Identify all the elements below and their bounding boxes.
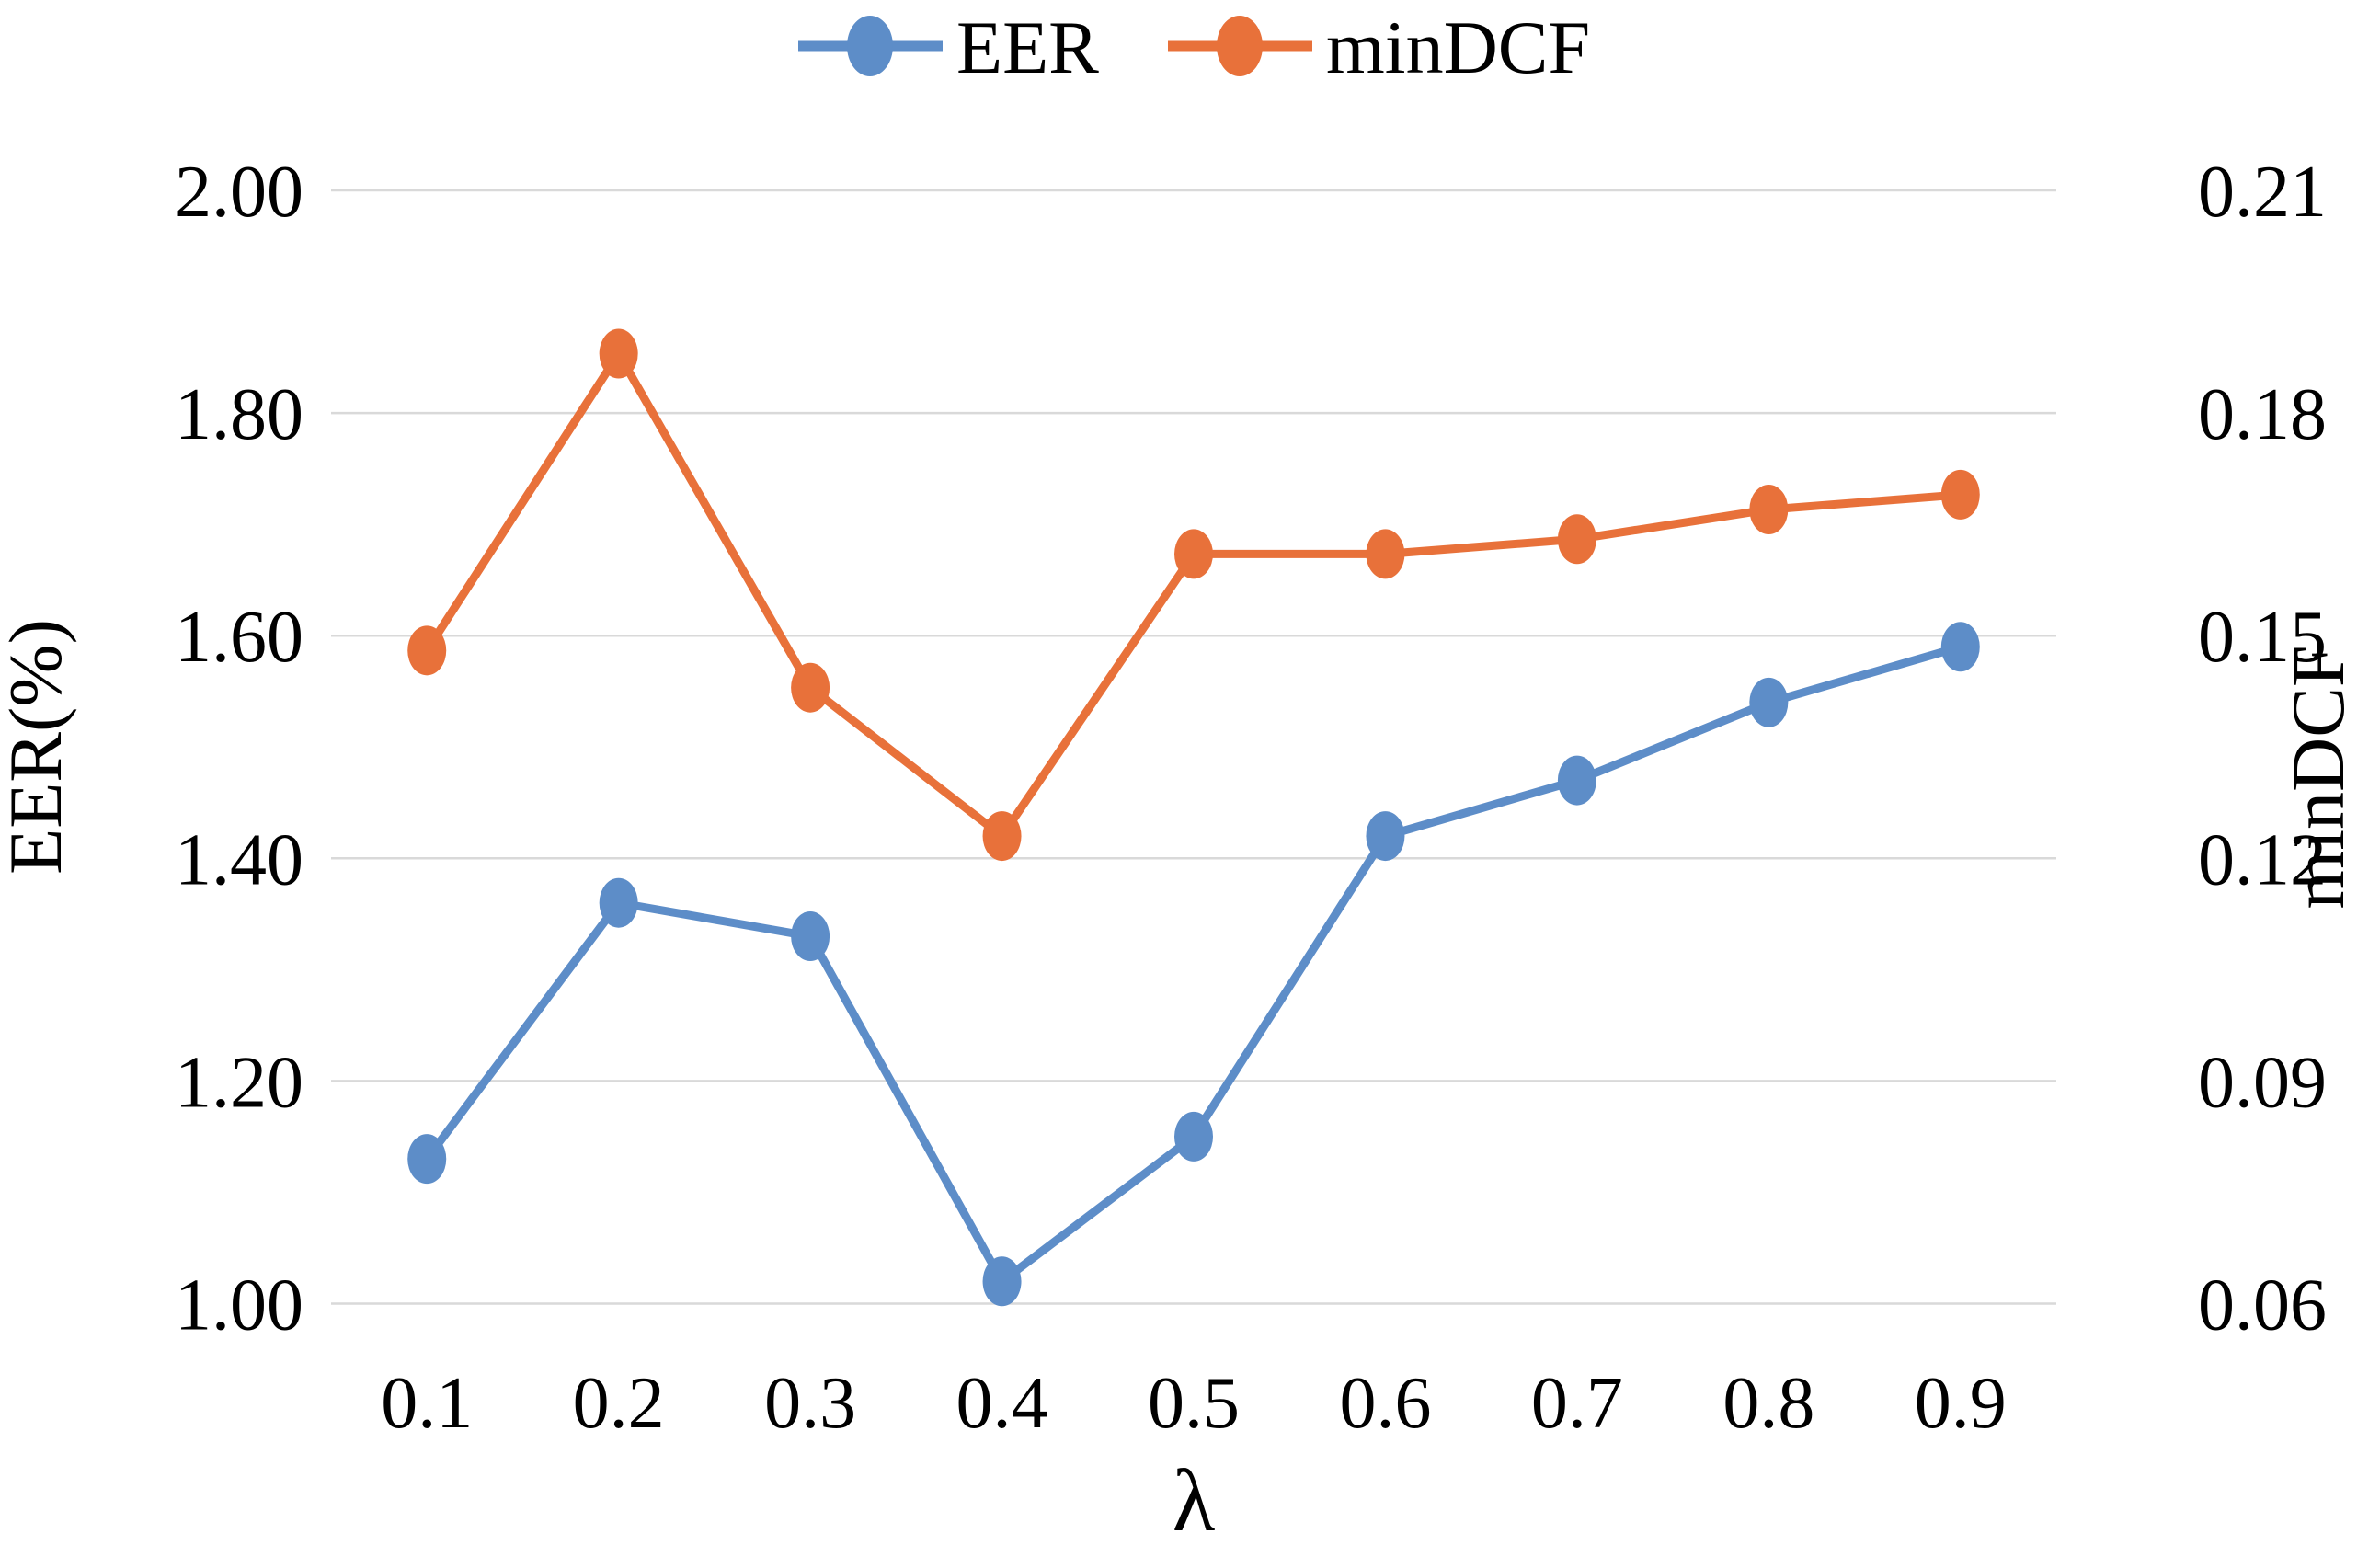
x-axis-tick-labels: 0.1 0.2 0.3 0.4 0.5 0.6 0.7 0.8 0.9 [381,1363,2007,1444]
right-tick-label: 0.06 [2198,1265,2327,1346]
left-axis-title: EER(%) [0,619,77,875]
x-tick-label: 0.5 [1148,1363,1240,1444]
x-tick-label: 0.7 [1531,1363,1623,1444]
legend-eer-marker [847,16,893,76]
right-axis-title: minDCF [2276,645,2360,909]
eer-data-point [1174,1111,1213,1162]
eer-series-line [422,642,1965,1286]
mindcf-series-line [422,349,1965,841]
left-tick-label: 1.60 [175,597,303,678]
eer-data-point [1366,811,1405,862]
eer-data-point [1557,755,1596,806]
legend-eer-label: EER [956,6,1099,89]
mindcf-data-point [599,328,638,379]
legend-mindcf-label: minDCF [1326,6,1590,89]
x-tick-label: 0.3 [764,1363,856,1444]
mindcf-data-point [1940,469,1980,520]
left-tick-label: 1.80 [175,374,303,455]
legend: EER minDCF [798,6,1590,89]
eer-data-point [407,1134,447,1185]
x-tick-label: 0.6 [1339,1363,1431,1444]
mindcf-data-point [1366,529,1405,579]
legend-mindcf-marker [1217,16,1263,76]
mindcf-data-point [791,662,830,713]
mindcf-data-point [1557,514,1596,565]
gridlines [331,189,2056,1305]
legend-item-mindcf: minDCF [1168,6,1590,89]
left-tick-label: 1.20 [175,1042,303,1123]
right-tick-label: 0.09 [2198,1042,2327,1123]
mindcf-data-point [407,625,447,676]
eer-data-point [599,877,638,928]
x-tick-label: 0.2 [573,1363,665,1444]
legend-item-eer: EER [798,6,1099,89]
right-axis-tick-labels: 0.21 0.18 0.15 0.12 0.09 0.06 [2198,152,2327,1346]
x-tick-label: 0.9 [1915,1363,2007,1444]
x-tick-label: 0.4 [956,1363,1048,1444]
x-axis-title: λ [1173,1451,1216,1550]
left-tick-label: 1.40 [175,819,303,900]
mindcf-data-point [1749,485,1789,535]
mindcf-data-point [982,811,1022,862]
eer-data-point [1749,677,1789,727]
left-tick-label: 1.00 [175,1265,303,1346]
left-axis-tick-labels: 2.00 1.80 1.60 1.40 1.20 1.00 [175,152,303,1346]
eer-data-point [1940,622,1980,672]
left-tick-label: 2.00 [175,152,303,233]
right-tick-label: 0.21 [2198,152,2327,233]
series-layer [407,328,1980,1307]
eer-data-point [791,911,830,962]
right-tick-label: 0.15 [2198,597,2327,678]
x-tick-label: 0.8 [1722,1363,1814,1444]
mindcf-data-point [1174,529,1213,579]
x-tick-label: 0.1 [381,1363,473,1444]
right-tick-label: 0.18 [2198,374,2327,455]
eer-data-point [982,1256,1022,1307]
right-tick-label: 0.12 [2198,819,2327,900]
